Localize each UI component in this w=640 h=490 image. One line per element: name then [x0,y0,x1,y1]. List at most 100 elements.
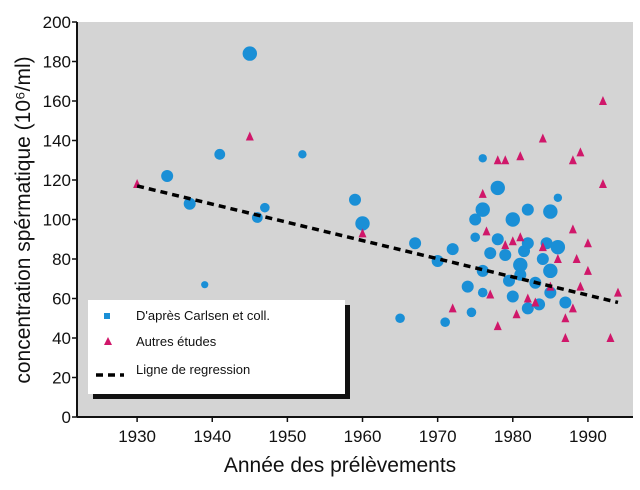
autres-point [583,265,592,275]
carlsen-point [461,280,474,293]
carlsen-point [201,281,209,289]
carlsen-point [550,239,566,255]
autres-point [508,236,517,246]
autres-point [482,226,491,236]
autres-point [598,178,607,188]
carlsen-point [470,232,481,243]
y-tick-label: 80 [52,250,71,269]
carlsen-point [242,46,258,61]
autres-point [576,147,585,157]
carlsen-point [553,193,563,202]
carlsen-point [490,180,505,196]
autres-point [606,333,615,342]
autres-point [538,242,547,252]
carlsen-point [478,154,487,163]
carlsen-point [536,253,549,265]
autres-point [568,224,577,234]
x-tick-label: 1990 [569,427,607,446]
carlsen-point [543,263,558,279]
autres-point [538,133,547,143]
carlsen-point [466,307,477,318]
carlsen-point [506,290,519,303]
data-points [133,46,622,342]
y-tick-label: 0 [62,408,71,427]
autres-point [448,303,457,313]
carlsen-point [513,257,528,273]
autres-point [478,188,487,198]
autres-point [516,232,525,242]
carlsen-point [475,202,490,217]
carlsen-point [349,193,361,206]
autres-point [553,254,562,263]
carlsen-point [395,313,405,324]
y-axis-ticks: 0 20 40 60 80 100 120 140 160 180 200 [43,13,77,427]
x-tick-label: 1950 [268,427,306,446]
autres-point [613,287,622,297]
autres-point [561,333,570,342]
carlsen-point [521,237,534,250]
autres-point [583,238,592,248]
carlsen-point [477,287,488,298]
y-tick-label: 20 [52,369,71,388]
x-axis-ticks: 1930 1940 1950 1960 1970 1980 1990 [118,417,607,446]
y-tick-label: 40 [52,329,71,348]
x-tick-label: 1960 [344,427,382,446]
carlsen-point [183,197,196,210]
carlsen-point [440,317,450,328]
legend-label-autres: Autres études [136,334,217,349]
legend-box [88,300,345,394]
regression-line [136,184,619,305]
legend-marker-autres [104,337,112,345]
carlsen-point [484,247,497,260]
carlsen-point [298,150,307,159]
y-tick-label: 120 [43,171,71,190]
carlsen-point [521,203,534,216]
carlsen-point [446,243,459,256]
carlsen-point [214,148,226,160]
legend-label-carlsen: D'après Carlsen et coll. [136,308,270,323]
legend: D'après Carlsen et coll. Autres études L… [88,300,350,399]
carlsen-point [161,170,174,183]
autres-point [486,289,495,299]
autres-point [493,155,502,165]
carlsen-point [491,233,504,246]
autres-point [598,96,607,105]
carlsen-point [476,264,489,277]
autres-point [493,321,502,331]
autres-point [531,297,540,307]
autres-point [245,131,254,141]
carlsen-point [521,302,534,315]
carlsen-point [559,296,572,309]
legend-label-regression: Ligne de regression [136,362,250,377]
autres-point [512,309,521,319]
autres-point [561,313,570,323]
carlsen-point [543,204,558,219]
autres-point [523,293,532,303]
x-axis-title: Année des prélèvements [224,454,456,477]
legend-marker-carlsen [104,313,110,319]
carlsen-point [409,237,422,250]
y-tick-label: 100 [43,211,71,230]
autres-point [568,155,577,165]
autres-point [358,228,367,238]
autres-point [501,155,510,165]
y-tick-label: 180 [43,53,71,72]
y-tick-label: 60 [52,290,71,309]
y-tick-label: 160 [43,92,71,111]
y-tick-label: 200 [43,13,71,32]
carlsen-point [260,202,270,213]
x-tick-label: 1970 [419,427,457,446]
x-tick-label: 1940 [193,427,231,446]
autres-point [501,240,510,250]
autres-point [576,281,585,291]
x-tick-label: 1980 [494,427,532,446]
carlsen-point [355,216,370,231]
autres-point [516,151,525,161]
autres-point [572,254,581,263]
x-tick-label: 1930 [118,427,156,446]
y-axis-title: concentration spérmatique (10⁶/ml) [12,56,35,383]
autres-point [568,303,577,313]
carlsen-point [499,249,512,262]
y-tick-label: 140 [43,132,71,151]
